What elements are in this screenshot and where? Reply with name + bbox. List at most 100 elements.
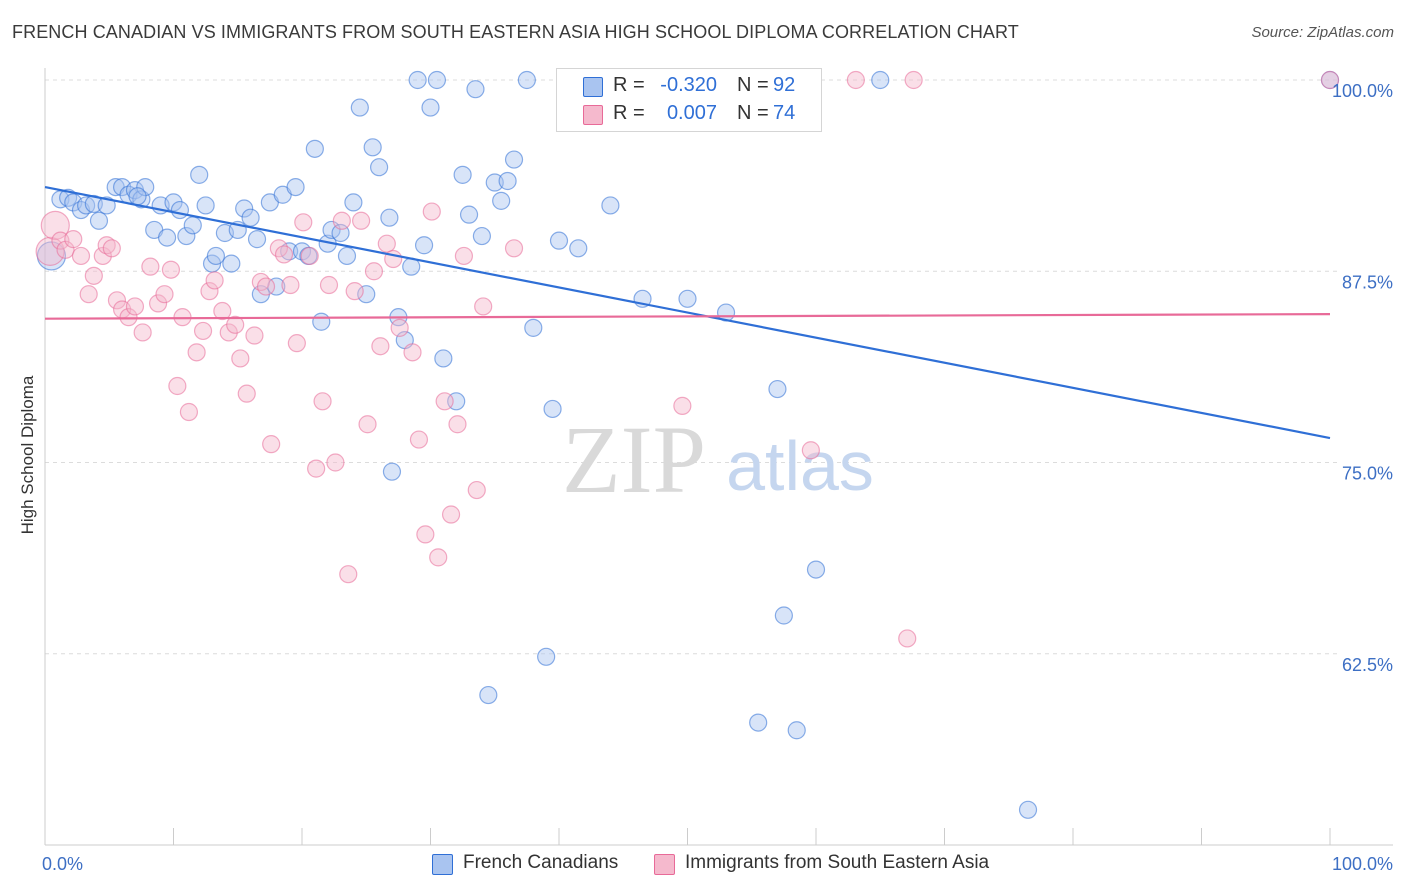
- point-french-canadians: [517, 70, 536, 90]
- point-french-canadians: [453, 165, 472, 184]
- r-value: -0.320: [660, 74, 717, 96]
- point-french-canadians: [89, 211, 109, 230]
- point-immigrants: [904, 70, 923, 90]
- point-french-canadians: [370, 158, 389, 177]
- point-immigrants: [326, 453, 345, 472]
- watermark-zip: ZIP: [562, 406, 706, 513]
- point-immigrants: [256, 277, 276, 296]
- point-immigrants: [262, 435, 281, 454]
- point-french-canadians: [806, 560, 826, 579]
- point-immigrants: [435, 392, 454, 411]
- point-french-canadians: [1018, 800, 1038, 819]
- r-label: R =: [613, 102, 645, 124]
- pink-swatch: [583, 105, 603, 125]
- point-immigrants: [84, 266, 103, 285]
- point-french-canadians: [787, 721, 806, 740]
- point-french-canadians: [196, 196, 215, 215]
- point-immigrants: [377, 234, 396, 253]
- point-french-canadians: [466, 80, 485, 99]
- point-french-canadians: [421, 98, 440, 117]
- point-immigrants: [213, 301, 232, 321]
- n-value: 74: [773, 102, 796, 124]
- point-french-canadians: [427, 70, 447, 90]
- stats-row-immigrants: R = 0.007 N = 74: [557, 101, 821, 129]
- point-immigrants: [119, 308, 138, 327]
- point-immigrants: [390, 318, 409, 337]
- point-immigrants: [226, 315, 245, 334]
- point-immigrants: [467, 480, 486, 500]
- legend-label: Immigrants from South Eastern Asia: [685, 852, 990, 873]
- point-french-canadians: [128, 187, 147, 206]
- point-immigrants: [352, 211, 371, 230]
- point-immigrants: [846, 70, 865, 90]
- point-immigrants: [409, 430, 429, 449]
- point-immigrants: [898, 629, 917, 648]
- point-immigrants: [287, 334, 306, 353]
- point-french-canadians: [241, 208, 260, 227]
- point-immigrants: [429, 548, 448, 567]
- point-immigrants: [133, 323, 152, 342]
- point-french-canadians: [235, 199, 254, 218]
- point-french-canadians: [768, 379, 787, 399]
- point-french-canadians: [183, 216, 202, 235]
- x-tick-label: 100.0%: [1332, 854, 1393, 874]
- point-french-canadians: [749, 713, 768, 732]
- point-immigrants: [187, 343, 206, 362]
- point-immigrants: [237, 384, 256, 403]
- point-immigrants: [125, 297, 145, 316]
- point-immigrants: [422, 202, 441, 221]
- point-french-canadians: [363, 138, 382, 157]
- point-french-canadians: [206, 246, 226, 266]
- point-immigrants: [454, 246, 474, 266]
- point-immigrants: [141, 257, 160, 276]
- point-french-canadians: [871, 70, 890, 90]
- y-tick-label: 62.5%: [1342, 655, 1393, 675]
- point-immigrants: [307, 459, 326, 478]
- point-immigrants: [319, 275, 339, 295]
- point-immigrants: [339, 565, 358, 584]
- point-french-canadians: [678, 289, 697, 308]
- point-immigrants: [35, 236, 65, 266]
- x-tick-label: 0.0%: [42, 854, 83, 874]
- point-french-canadians: [524, 318, 543, 337]
- point-french-canadians: [350, 98, 369, 117]
- point-french-canadians: [170, 200, 190, 220]
- point-french-canadians: [337, 246, 357, 266]
- source-credit: Source: ZipAtlas.com: [1251, 24, 1394, 41]
- point-french-canadians: [569, 239, 588, 258]
- point-immigrants: [107, 291, 127, 310]
- point-french-canadians: [382, 462, 402, 481]
- point-french-canadians: [543, 399, 562, 419]
- point-immigrants: [441, 505, 461, 524]
- point-immigrants: [71, 246, 91, 266]
- point-french-canadians: [601, 196, 620, 215]
- point-immigrants: [1320, 70, 1340, 90]
- point-immigrants: [448, 415, 467, 434]
- point-french-canadians: [312, 312, 331, 331]
- point-immigrants: [281, 275, 300, 295]
- point-immigrants: [345, 282, 364, 301]
- point-french-canadians: [479, 685, 498, 705]
- point-french-canadians: [459, 205, 479, 224]
- point-french-canadians: [357, 285, 376, 304]
- point-french-canadians: [136, 178, 155, 197]
- point-french-canadians: [504, 150, 524, 169]
- series-legend: French Canadians Immigrants from South E…: [0, 852, 1406, 878]
- trend-line-french-canadians: [44, 186, 1331, 440]
- point-french-canadians: [157, 228, 177, 247]
- y-tick-label: 100.0%: [1332, 81, 1393, 101]
- n-value: 92: [773, 74, 796, 96]
- r-value: 0.007: [666, 102, 717, 124]
- trend-line-immigrants: [44, 312, 1331, 320]
- point-immigrants: [294, 213, 313, 232]
- point-french-canadians: [280, 242, 299, 261]
- tick-labels: 62.5% 75.0% 87.5% 100.0% 0.0% 100.0%: [42, 81, 1393, 874]
- point-immigrants: [673, 396, 692, 415]
- chart-title: FRENCH CANADIAN VS IMMIGRANTS FROM SOUTH…: [12, 22, 1019, 42]
- axes: [44, 68, 1393, 846]
- point-immigrants: [274, 245, 294, 264]
- point-french-canadians: [344, 193, 363, 212]
- point-immigrants: [364, 262, 384, 281]
- point-immigrants: [148, 294, 168, 313]
